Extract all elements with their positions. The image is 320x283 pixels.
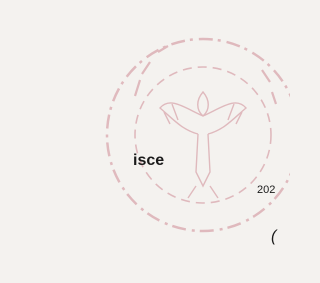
paper <box>0 0 290 283</box>
text-year: 202 <box>257 184 275 196</box>
text-word: isce <box>133 152 164 169</box>
scanned-document: isce 202 ( <box>0 0 290 283</box>
